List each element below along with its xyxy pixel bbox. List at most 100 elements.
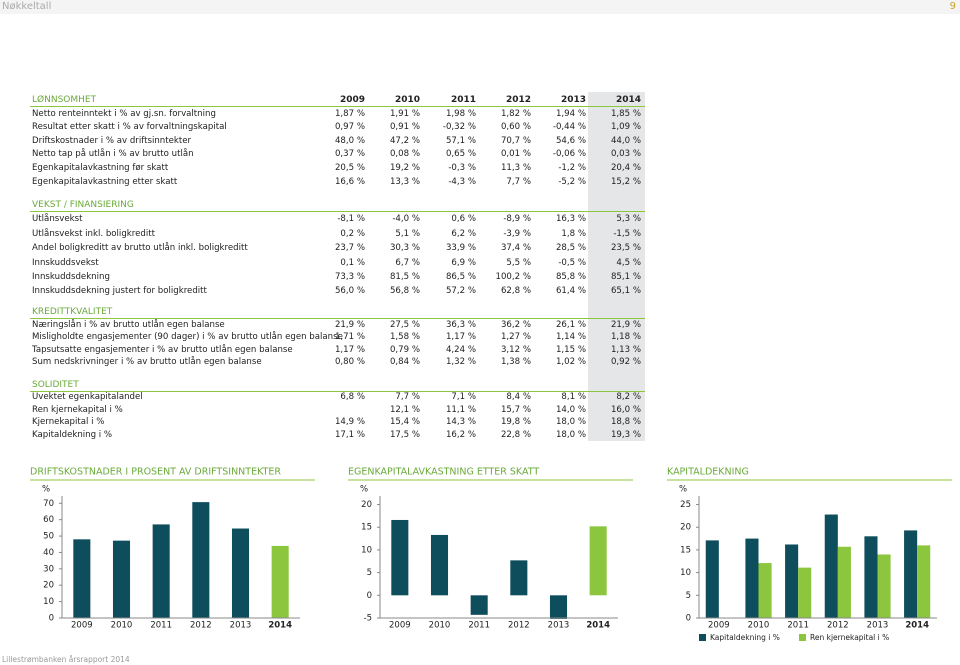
cell: 8,2 % bbox=[616, 392, 641, 403]
cell: 19,2 % bbox=[389, 163, 420, 173]
cell: 5,3 % bbox=[616, 214, 641, 225]
cell: 54,6 % bbox=[555, 135, 586, 146]
cell: 1,32 % bbox=[445, 357, 476, 368]
cell: 1,17 % bbox=[334, 344, 365, 355]
cell: 4,24 % bbox=[445, 344, 476, 355]
cell: 3,12 % bbox=[500, 344, 531, 355]
row-label: Utlånsvekst bbox=[32, 214, 83, 225]
cell: 1,13 % bbox=[610, 344, 641, 355]
cell: 1,91 % bbox=[389, 108, 420, 119]
cell: 17,1 % bbox=[334, 429, 365, 440]
cell: 19,8 % bbox=[500, 417, 531, 428]
row-label: Andel boligkreditt av brutto utlån inkl.… bbox=[32, 243, 248, 254]
bar bbox=[824, 514, 838, 618]
cell: 14,9 % bbox=[334, 417, 365, 428]
legend-label: Ren kjernekapital i % bbox=[810, 633, 889, 642]
cell: 11,3 % bbox=[500, 163, 531, 173]
y-axis-label: % bbox=[679, 485, 687, 495]
cell: 1,85 % bbox=[610, 108, 641, 119]
cell: 23,5 % bbox=[610, 243, 641, 254]
cell: 1,82 % bbox=[500, 108, 531, 119]
bar bbox=[705, 540, 719, 618]
x-tick-label: 2011 bbox=[787, 621, 809, 631]
chart-title: DRIFTSKOSTNADER I PROSENT AV DRIFTSINNTE… bbox=[30, 467, 281, 478]
cell: 14,0 % bbox=[555, 404, 586, 415]
section-title: VEKST / FINANSIERING bbox=[32, 200, 134, 210]
cell: -4,0 % bbox=[392, 214, 420, 225]
cell: 0,1 % bbox=[340, 257, 365, 268]
section-rule bbox=[30, 391, 645, 392]
cell: 57,2 % bbox=[445, 286, 476, 297]
cell: 37,4 % bbox=[500, 243, 531, 254]
cell: 1,94 % bbox=[555, 108, 586, 119]
y-tick-label: -5 bbox=[364, 614, 372, 624]
row-label: Tapsutsatte engasjementer i % av brutto … bbox=[32, 344, 293, 355]
cell: -0,06 % bbox=[552, 149, 586, 160]
bar bbox=[837, 546, 851, 618]
cell: 85,8 % bbox=[555, 272, 586, 282]
row-label: Kapitaldekning i % bbox=[32, 429, 113, 440]
legend-label: Kapitaldekning i % bbox=[710, 633, 780, 642]
cell: 11,1 % bbox=[445, 404, 476, 415]
column-header: 2010 bbox=[394, 95, 420, 105]
cell: 61,4 % bbox=[555, 286, 586, 297]
cell: 0,37 % bbox=[334, 149, 365, 160]
cell: 18,8 % bbox=[610, 417, 641, 428]
cell: 0,6 % bbox=[451, 214, 476, 225]
cell: 1,87 % bbox=[334, 108, 365, 119]
cell: 81,5 % bbox=[389, 272, 420, 282]
x-tick-label: 2011 bbox=[150, 621, 172, 631]
cell: 57,1 % bbox=[445, 135, 476, 146]
row-label: Innskuddsvekst bbox=[32, 257, 99, 268]
cell: 0,03 % bbox=[610, 149, 641, 160]
cell: 1,02 % bbox=[555, 357, 586, 368]
cell: 36,2 % bbox=[500, 319, 531, 330]
row-label: Resultat etter skatt i % av forvaltnings… bbox=[32, 122, 227, 133]
y-tick-label: 10 bbox=[361, 545, 372, 555]
cell: 1,17 % bbox=[445, 332, 476, 343]
chart-title: EGENKAPITALAVKASTNING ETTER SKATT bbox=[348, 467, 539, 478]
cell: 1,15 % bbox=[555, 344, 586, 355]
cell: 56,0 % bbox=[334, 286, 365, 297]
bar bbox=[510, 560, 528, 596]
y-tick-label: 5 bbox=[367, 568, 372, 578]
bar bbox=[430, 534, 449, 596]
legend-swatch bbox=[799, 634, 806, 641]
cell: 16,6 % bbox=[334, 176, 365, 187]
cell: 48,0 % bbox=[334, 135, 365, 146]
bar bbox=[917, 545, 931, 618]
cell: 30,3 % bbox=[389, 243, 420, 254]
row-label: Sum nedskrivninger i % av brutto utlån e… bbox=[32, 357, 262, 368]
cell: 1,71 % bbox=[334, 332, 365, 343]
cell: 15,2 % bbox=[610, 176, 641, 187]
cell: 16,3 % bbox=[555, 214, 586, 225]
x-tick-label: 2013 bbox=[230, 621, 252, 631]
bar bbox=[112, 540, 131, 618]
x-tick-label: 2010 bbox=[429, 621, 451, 631]
cell: -3,9 % bbox=[503, 228, 531, 239]
cell: 21,9 % bbox=[610, 319, 641, 330]
x-tick-label: 2013 bbox=[548, 621, 570, 631]
row-label: Netto renteinntekt i % av gj.sn. forvalt… bbox=[32, 108, 216, 119]
footer: Lillestrømbanken årsrapport 2014 bbox=[2, 655, 130, 664]
cell: 16,0 % bbox=[610, 404, 641, 415]
bar bbox=[745, 538, 759, 618]
bar bbox=[192, 502, 210, 618]
cell: 0,79 % bbox=[389, 344, 420, 355]
x-tick-label: 2009 bbox=[71, 621, 93, 631]
section-rule bbox=[30, 106, 645, 107]
y-tick-label: 25 bbox=[680, 500, 691, 510]
cell: 47,2 % bbox=[389, 135, 420, 146]
cell: 6,8 % bbox=[340, 392, 365, 403]
cell: 0,97 % bbox=[334, 122, 365, 133]
cell: 26,1 % bbox=[555, 319, 586, 330]
x-tick-label: 2012 bbox=[827, 621, 849, 631]
cell: -8,9 % bbox=[503, 214, 531, 225]
cell: 36,3 % bbox=[445, 319, 476, 330]
column-header: 2009 bbox=[339, 95, 365, 105]
y-tick-label: 20 bbox=[361, 500, 372, 510]
cell: 1,98 % bbox=[445, 108, 476, 119]
cell: 73,3 % bbox=[334, 272, 365, 282]
page-title: Nøkkeltall bbox=[2, 1, 52, 12]
row-label: Næringslån i % av brutto utlån egen bala… bbox=[32, 319, 225, 330]
